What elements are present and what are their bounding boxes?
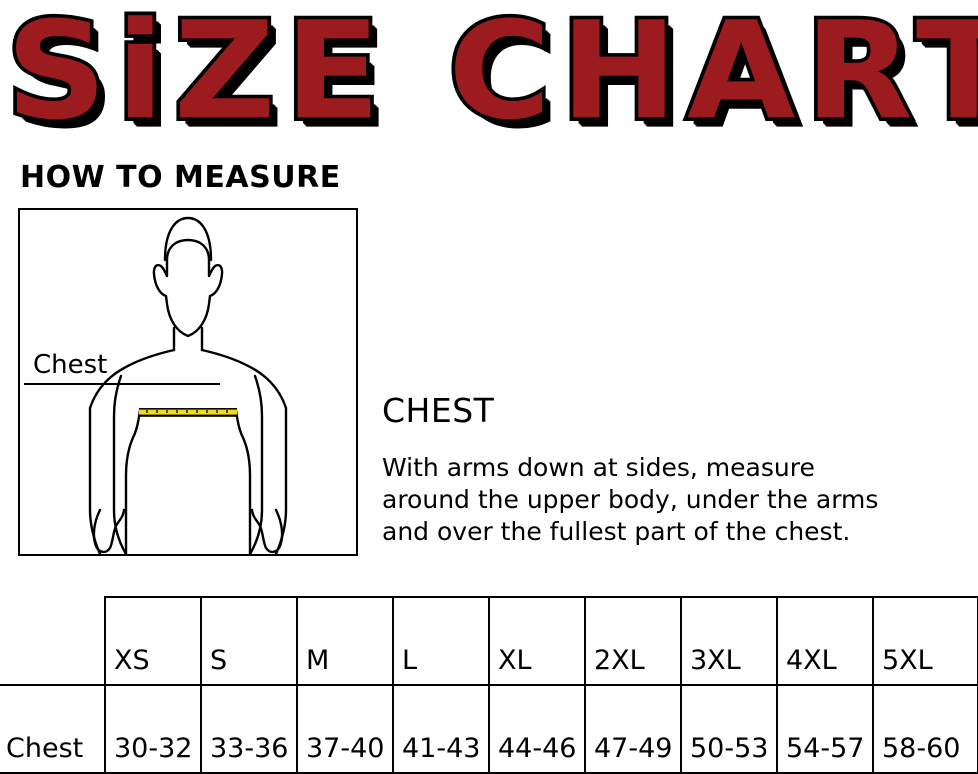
left-armpit-line <box>112 374 128 554</box>
table-header-cell-2xl: 2XL <box>584 596 682 686</box>
table-header-cell-xs: XS <box>104 596 202 686</box>
table-header-cell-xl: XL <box>488 596 586 686</box>
table-header-cell-5xl: 5XL <box>872 596 978 686</box>
right-body-side <box>234 408 252 554</box>
measurement-description: With arms down at sides, measure around … <box>382 452 972 548</box>
tape-tick-marks <box>146 410 228 413</box>
table-cell-chest-l: 41-43 <box>392 684 490 774</box>
size-table-wrapper: XS S M L XL 2XL 3XL 4XL 5XL Chest 30-32 … <box>0 596 978 774</box>
size-table: XS S M L XL 2XL 3XL 4XL 5XL Chest 30-32 … <box>0 596 978 774</box>
tape-measure <box>139 408 237 417</box>
title-block: SiZE CHART <box>0 0 978 153</box>
left-hand-outline <box>92 508 126 554</box>
page-title: SiZE CHART <box>2 0 978 153</box>
table-header-cell-s: S <box>200 596 298 686</box>
table-cell-chest-2xl: 47-49 <box>584 684 682 774</box>
how-to-measure-label: HOW TO MEASURE <box>20 160 341 195</box>
table-corner-blank <box>0 597 106 686</box>
table-cell-chest-m: 37-40 <box>296 684 394 774</box>
table-cell-chest-3xl: 50-53 <box>680 684 778 774</box>
table-row-label-chest: Chest <box>0 684 106 774</box>
left-body-side <box>124 408 142 554</box>
table-header-cell-4xl: 4XL <box>776 596 874 686</box>
measurement-description-line: With arms down at sides, measure <box>382 453 815 482</box>
table-header-cell-m: M <box>296 596 394 686</box>
torso-shoulders-outline-right <box>200 348 288 554</box>
table-cell-chest-s: 33-36 <box>200 684 298 774</box>
measurement-description-line: around the upper body, under the arms <box>382 485 879 514</box>
right-armpit-line <box>248 374 264 554</box>
torso-shoulders-outline <box>88 348 176 554</box>
table-cell-chest-4xl: 54-57 <box>776 684 874 774</box>
head-outline <box>152 238 224 338</box>
right-hand-outline <box>250 508 284 554</box>
hair-outline <box>163 216 213 262</box>
neck-outline <box>172 326 204 352</box>
table-cell-chest-xs: 30-32 <box>104 684 202 774</box>
table-header-row: XS S M L XL 2XL 3XL 4XL 5XL <box>0 596 978 686</box>
measurement-description-line: and over the fullest part of the chest. <box>382 517 851 546</box>
table-row: Chest 30-32 33-36 37-40 41-43 44-46 47-4… <box>0 684 978 774</box>
how-to-measure-illustration-box <box>18 208 358 556</box>
male-figure-diagram <box>88 216 288 554</box>
table-cell-chest-5xl: 58-60 <box>872 684 978 774</box>
table-header-cell-l: L <box>392 596 490 686</box>
measurement-heading: CHEST <box>382 391 495 430</box>
table-header-cell-3xl: 3XL <box>680 596 778 686</box>
